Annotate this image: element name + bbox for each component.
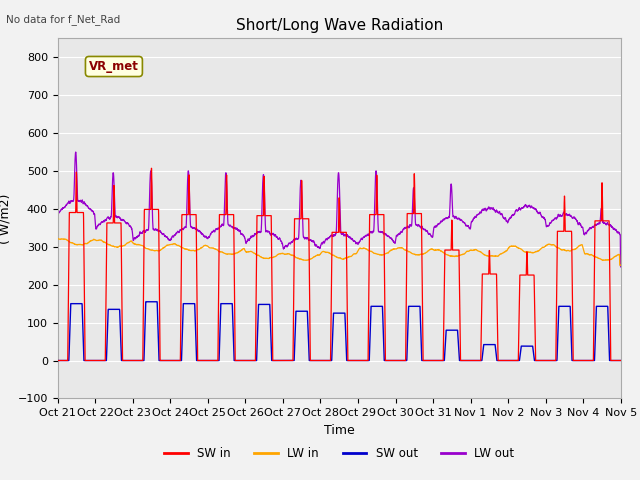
Legend: SW in, LW in, SW out, LW out: SW in, LW in, SW out, LW out — [159, 442, 519, 465]
Text: VR_met: VR_met — [89, 60, 139, 73]
X-axis label: Time: Time — [324, 424, 355, 437]
Y-axis label: ( W/m2): ( W/m2) — [0, 193, 12, 243]
Text: No data for f_Net_Rad: No data for f_Net_Rad — [6, 14, 121, 25]
Title: Short/Long Wave Radiation: Short/Long Wave Radiation — [236, 18, 443, 33]
